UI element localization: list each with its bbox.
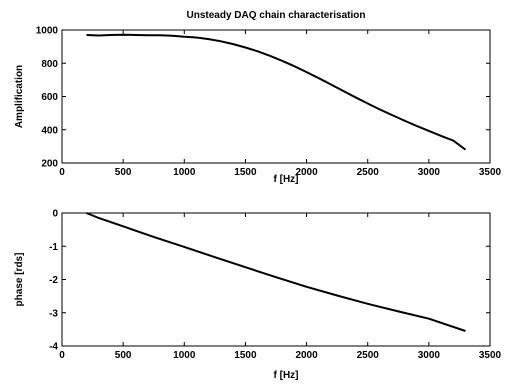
- phase-y-tick-label: -2: [49, 275, 58, 286]
- amplification-x-axis-label: f [Hz]: [274, 174, 299, 185]
- phase-plot: 0 500 1000 1500 2000 2500 3000 3500 -4 -3 -2 -1 0 f […: [14, 209, 502, 382]
- amplification-x-tick-label: 0: [59, 167, 65, 178]
- phase-axes-frame: [61, 212, 491, 347]
- amplification-y-tick-label: 200: [41, 159, 58, 170]
- phase-x-tick-label: 3500: [479, 350, 502, 361]
- phase-y-tick-label: -4: [49, 342, 58, 353]
- amplification-y-tick-label: 400: [41, 125, 58, 136]
- amplification-y-tick-label: 800: [41, 59, 58, 70]
- phase-y-tick-label: -1: [49, 242, 58, 253]
- phase-y-tick-label: 0: [52, 209, 58, 220]
- amplification-x-tick-label: 500: [115, 167, 132, 178]
- amplification-y-tick-label: 600: [41, 92, 58, 103]
- phase-y-tick-label: -3: [49, 308, 58, 319]
- phase-x-tick-label: 1500: [234, 350, 257, 361]
- amplification-x-tick-label: 1500: [234, 167, 257, 178]
- phase-x-tick-label: 3000: [418, 350, 441, 361]
- amplification-x-tick-label: 2000: [295, 167, 318, 178]
- amplification-y-axis-label: Amplification: [14, 65, 25, 128]
- amplification-y-tick-label: 1000: [36, 26, 59, 37]
- phase-y-axis-label: phase [rds]: [14, 253, 25, 307]
- phase-series-line: [86, 212, 466, 332]
- amplification-x-tick-label: 3000: [418, 167, 441, 178]
- phase-x-tick-label: 0: [59, 350, 65, 361]
- amplification-plot: 0 500 1000 1500 2000 2500 3000 3500 200 400 600 800…: [14, 26, 502, 186]
- phase-x-tick-label: 2500: [357, 350, 380, 361]
- phase-x-tick-label: 2000: [295, 350, 318, 361]
- amplification-axes-frame: [61, 29, 491, 164]
- amplification-x-tick-label: 1000: [173, 167, 196, 178]
- phase-x-tick-label: 1000: [173, 350, 196, 361]
- chart-title: Unsteady DAQ chain characterisation: [187, 10, 366, 21]
- amplification-series-line: [86, 33, 467, 151]
- phase-x-tick-label: 500: [115, 350, 132, 361]
- phase-x-axis-label: f [Hz]: [274, 370, 299, 381]
- amplification-x-tick-label: 2500: [357, 167, 380, 178]
- amplification-x-tick-label: 3500: [479, 167, 502, 178]
